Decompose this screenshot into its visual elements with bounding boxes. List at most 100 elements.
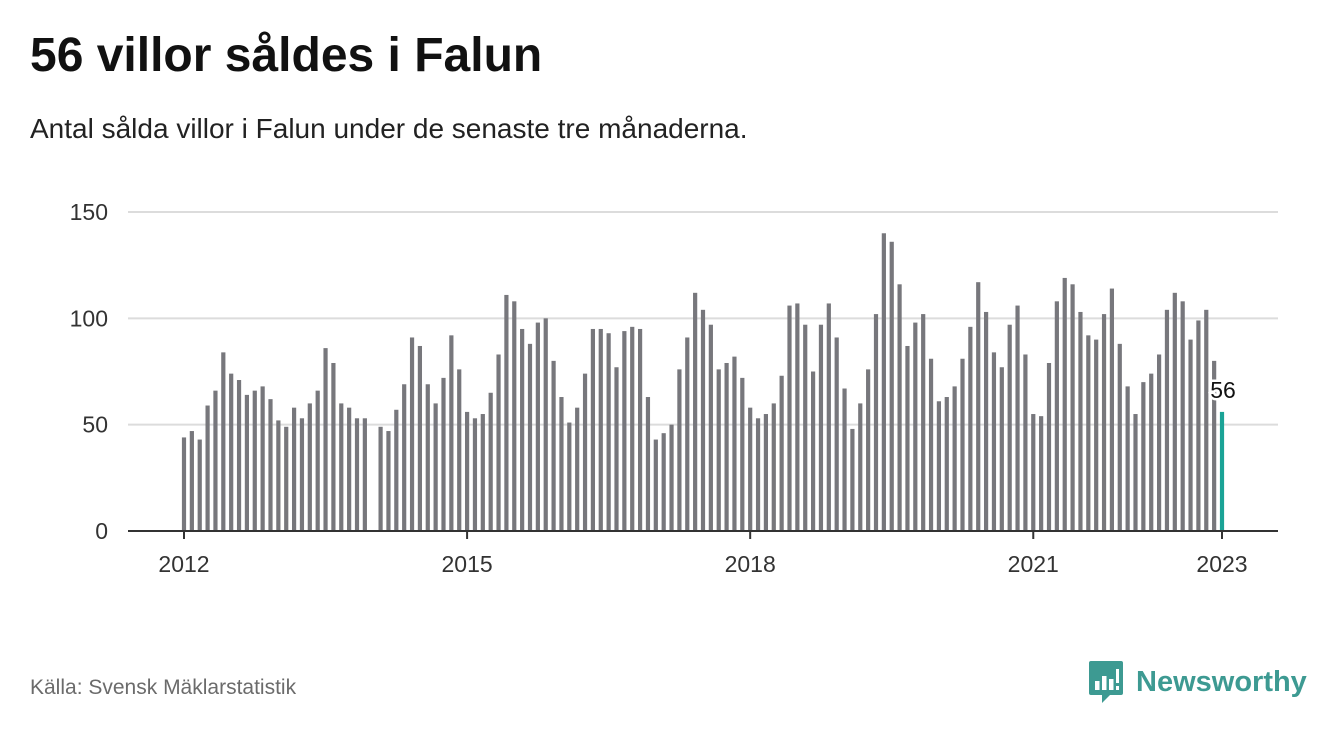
- bar: [1015, 305, 1020, 531]
- bar: [1023, 354, 1028, 531]
- y-tick-label: 50: [82, 412, 108, 438]
- bar: [755, 418, 761, 531]
- bar: [637, 328, 643, 531]
- bar: [1188, 339, 1193, 531]
- bar: [291, 407, 297, 531]
- bar: [944, 397, 949, 531]
- bar: [449, 335, 454, 531]
- bar: [527, 343, 533, 531]
- bar: [354, 418, 360, 531]
- bar: [229, 373, 234, 531]
- bar: [952, 386, 957, 531]
- bar: [472, 418, 478, 531]
- bar: [897, 284, 902, 531]
- bar: [441, 377, 446, 531]
- bar: [433, 403, 438, 531]
- bar: [976, 282, 981, 531]
- bar: [928, 358, 934, 531]
- bar: [1086, 335, 1091, 531]
- x-tick-label: 2023: [1196, 551, 1247, 577]
- bar: [1212, 360, 1217, 531]
- highlight-value-label: 56: [1210, 377, 1236, 403]
- bar: [535, 322, 540, 531]
- bar: [669, 424, 674, 531]
- bar: [803, 324, 808, 531]
- bar: [244, 394, 250, 531]
- bar: [189, 431, 194, 531]
- bar: [567, 422, 572, 531]
- bar: [480, 414, 485, 531]
- bar: [1164, 309, 1170, 531]
- bar: [543, 318, 548, 531]
- bar: [732, 356, 737, 531]
- bar: [1109, 288, 1115, 531]
- brand[interactable]: Newsworthy: [1088, 659, 1307, 705]
- bar: [559, 397, 564, 531]
- bar: [213, 390, 218, 531]
- source-note: Källa: Svensk Mäklarstatistik: [30, 676, 297, 699]
- bar: [850, 428, 855, 531]
- bar: [1046, 362, 1052, 531]
- bar: [1101, 314, 1107, 531]
- bar: [700, 309, 706, 531]
- bar: [999, 367, 1004, 531]
- bar: [1117, 343, 1122, 531]
- bar: [787, 305, 792, 531]
- bar: [1125, 386, 1130, 531]
- bar: [339, 403, 344, 531]
- bar: [1172, 292, 1177, 531]
- bar: [551, 360, 556, 531]
- bar: [347, 407, 352, 531]
- bar: [1007, 324, 1012, 531]
- bar: [677, 369, 682, 531]
- bar: [818, 324, 824, 531]
- bar: [1196, 320, 1201, 531]
- bar: [685, 337, 690, 531]
- bar: [645, 397, 651, 531]
- bar: [905, 345, 910, 531]
- bar: [252, 390, 257, 531]
- bar: [315, 390, 320, 531]
- bar: [402, 384, 407, 531]
- bar: [268, 399, 273, 531]
- bar-chart: 0 50 100 150 2012 2015 2018 2021 2023 56: [70, 199, 1278, 577]
- bar: [331, 362, 336, 531]
- bar: [1054, 301, 1059, 531]
- bar: [716, 369, 721, 531]
- bar: [913, 322, 918, 531]
- bar: [590, 328, 596, 531]
- bar: [763, 414, 769, 531]
- bar: [889, 241, 894, 532]
- bar: [1039, 416, 1044, 531]
- bar: [205, 405, 210, 531]
- bar: [921, 314, 926, 531]
- bar: [842, 388, 847, 531]
- bar: [520, 328, 525, 531]
- bar: [708, 324, 713, 531]
- bar: [1149, 373, 1154, 531]
- bar: [740, 377, 745, 531]
- bar: [197, 439, 202, 531]
- bar: [488, 392, 493, 531]
- bar: [724, 362, 729, 531]
- chart-subtitle: Antal sålda villor i Falun under de sena…: [30, 113, 748, 144]
- bar: [1094, 339, 1099, 531]
- bar: [866, 369, 871, 531]
- highlight-bar: [1219, 411, 1225, 531]
- bar: [299, 418, 305, 531]
- bar: [834, 337, 839, 531]
- bar: [881, 233, 886, 531]
- chart-title: 56 villor såldes i Falun: [30, 29, 543, 82]
- bar: [661, 433, 666, 531]
- bar: [598, 328, 603, 531]
- bar: [323, 348, 328, 531]
- bar: [1031, 414, 1036, 531]
- bar: [1141, 382, 1146, 531]
- bar: [983, 311, 989, 531]
- bar: [181, 437, 187, 531]
- y-tick-label: 100: [70, 305, 108, 331]
- bar: [936, 401, 942, 531]
- bar: [873, 314, 879, 531]
- bar: [409, 337, 415, 531]
- bar: [236, 380, 242, 531]
